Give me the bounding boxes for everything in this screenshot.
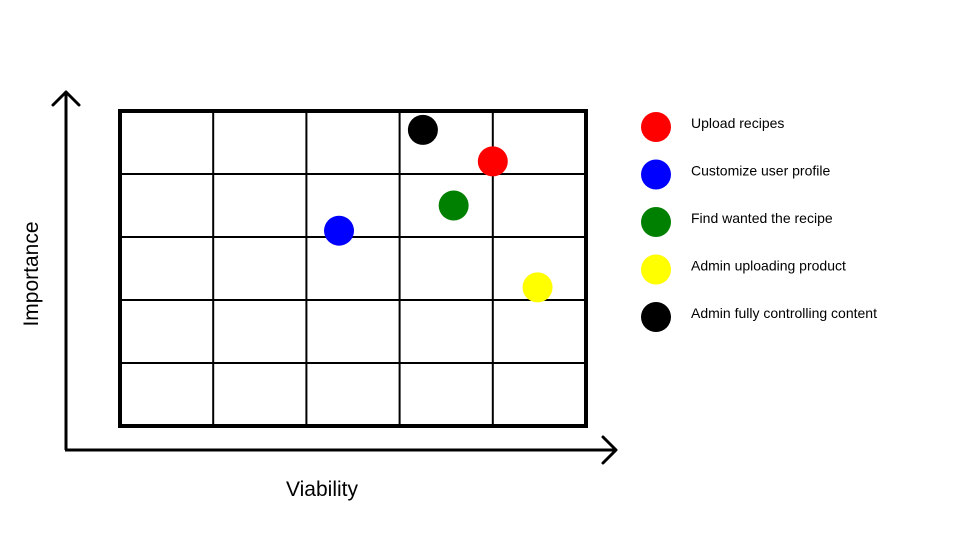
legend-marker [641,112,671,142]
plot-frame [118,109,588,428]
data-points [324,114,553,303]
legend-item: Customize user profile [641,159,830,190]
legend-label: Upload recipes [691,115,784,131]
data-point [407,114,438,145]
legend-label: Admin fully controlling content [691,305,877,321]
legend: Upload recipes Customize user profile Find… [641,112,877,332]
data-point [324,215,355,246]
y-axis-label: Importance [20,221,43,326]
x-axis-label: Viability [286,478,358,501]
legend-marker [641,302,671,332]
legend-marker [641,159,671,190]
data-point [522,272,553,303]
legend-marker [641,207,671,237]
legend-item: Find wanted the recipe [641,207,833,237]
axes [51,90,618,465]
legend-item: Upload recipes [641,112,784,142]
legend-marker [641,254,671,285]
grid [118,109,588,428]
data-point [477,146,508,177]
legend-item: Admin fully controlling content [641,302,877,332]
legend-item: Admin uploading product [641,254,846,285]
legend-label: Customize user profile [691,163,830,179]
data-point [438,190,469,221]
legend-label: Find wanted the recipe [691,210,833,226]
legend-label: Admin uploading product [691,258,846,274]
x-axis-arrowhead [601,435,618,465]
y-axis-arrowhead [51,90,81,107]
